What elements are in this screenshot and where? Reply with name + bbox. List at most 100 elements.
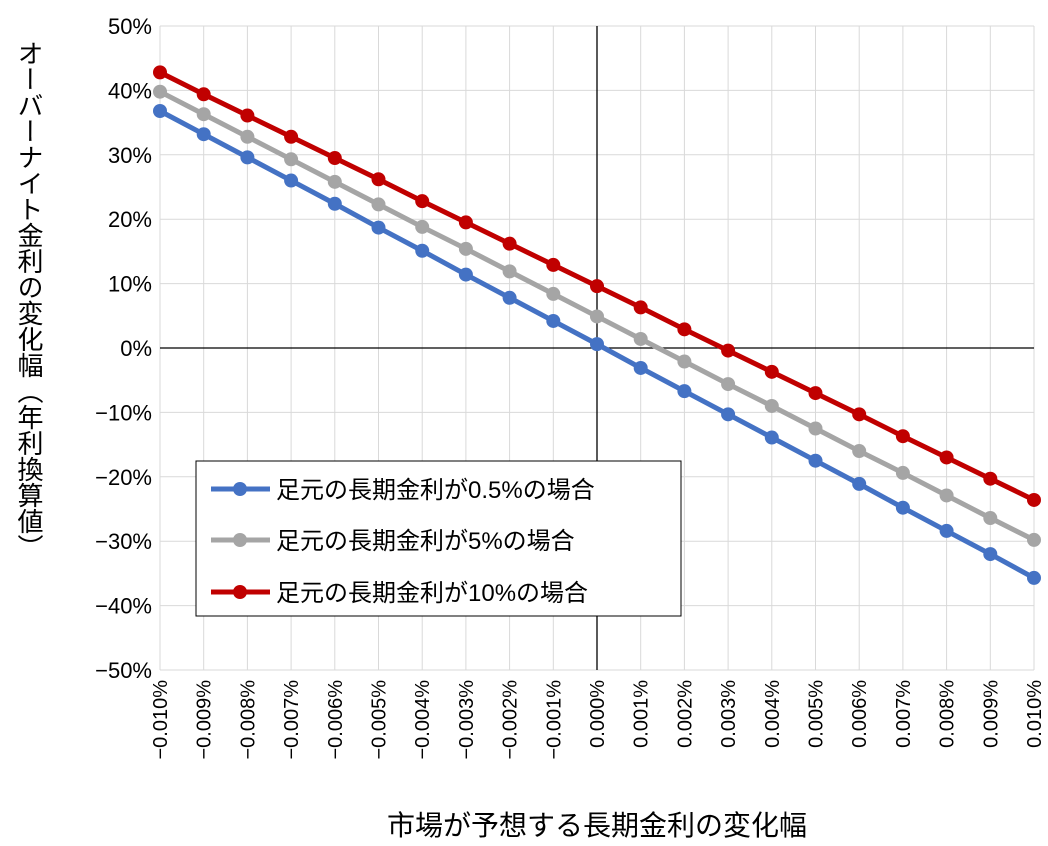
series-0: [153, 104, 1041, 585]
data-point: [153, 65, 167, 80]
data-point: [240, 150, 255, 165]
data-point: [983, 471, 998, 486]
y-axis-label: オーバーナイト金利の変化幅（年利換算値）: [14, 40, 44, 560]
x-tick-label: −0.004%: [412, 680, 434, 760]
x-tick-label: 0.008%: [937, 680, 959, 748]
y-tick-labels: 50% 40% 30% 20% 10% 0% −10% −20% −30% −40% −50%: [95, 14, 152, 683]
data-point: [939, 450, 954, 465]
data-point: [371, 172, 386, 187]
data-point: [546, 286, 561, 301]
legend-item-0: 足元の長期金利が0.5%の場合: [211, 477, 595, 504]
data-point: [371, 220, 386, 235]
legend-item-2: 足元の長期金利が10%の場合: [211, 580, 588, 607]
data-point: [415, 219, 430, 234]
x-tick-labels: −0.010% −0.009% −0.008% −0.007% −0.006% −0.00…: [150, 680, 1046, 760]
x-tick-label: 0.004%: [762, 680, 784, 748]
data-point: [721, 377, 736, 392]
series-lines: [153, 65, 1041, 585]
y-tick-label: −40%: [95, 594, 152, 619]
legend-swatch-marker: [233, 585, 247, 599]
data-point: [852, 407, 867, 422]
data-point: [196, 87, 211, 102]
data-point: [939, 488, 954, 503]
data-point: [633, 331, 648, 346]
x-tick-label: 0.009%: [980, 680, 1002, 748]
data-point: [764, 398, 779, 413]
y-tick-label: −30%: [95, 529, 152, 554]
data-point: [852, 444, 867, 459]
series-2: [153, 65, 1041, 507]
data-point: [895, 465, 910, 480]
y-tick-label: 50%: [108, 14, 152, 39]
data-point: [895, 500, 910, 515]
x-tick-label: 0.007%: [893, 680, 915, 748]
data-point: [808, 386, 823, 401]
legend-label: 足元の長期金利が5%の場合: [276, 528, 575, 555]
x-tick-label: 0.000%: [587, 680, 609, 748]
legend-item-1: 足元の長期金利が5%の場合: [211, 528, 575, 555]
y-tick-label: 20%: [108, 207, 152, 232]
data-point: [284, 129, 299, 144]
data-point: [546, 313, 561, 328]
data-point: [546, 257, 561, 272]
data-point: [983, 511, 998, 526]
data-point: [808, 453, 823, 468]
data-point: [895, 429, 910, 444]
x-tick-label: 0.005%: [806, 680, 828, 748]
data-point: [196, 127, 211, 142]
x-tick-label: −0.008%: [237, 680, 259, 760]
data-point: [196, 107, 211, 122]
data-point: [371, 197, 386, 212]
data-point: [1027, 570, 1041, 585]
data-point: [764, 364, 779, 379]
data-point: [327, 174, 342, 189]
data-point: [284, 152, 299, 167]
data-point: [852, 476, 867, 491]
x-tick-label: −0.007%: [281, 680, 303, 760]
x-tick-label: 0.010%: [1024, 680, 1046, 748]
data-point: [458, 267, 473, 282]
y-tick-label: 0%: [120, 336, 152, 361]
data-point: [458, 241, 473, 256]
data-point: [153, 104, 167, 119]
x-tick-label: 0.001%: [631, 680, 653, 748]
x-tick-label: −0.002%: [500, 680, 522, 760]
data-point: [1027, 492, 1041, 507]
x-tick-label: −0.003%: [456, 680, 478, 760]
data-point: [677, 322, 692, 337]
legend-label: 足元の長期金利が0.5%の場合: [276, 477, 595, 504]
data-point: [633, 300, 648, 315]
data-point: [764, 430, 779, 445]
data-point: [808, 421, 823, 436]
x-axis-label: 市場が予想する長期金利の変化幅: [387, 810, 807, 841]
data-point: [1027, 532, 1041, 547]
data-point: [502, 290, 517, 305]
y-tick-label: −20%: [95, 465, 152, 490]
series-1: [153, 84, 1041, 547]
x-tick-label: −0.005%: [369, 680, 391, 760]
x-tick-label: −0.006%: [325, 680, 347, 760]
x-tick-label: 0.002%: [674, 680, 696, 748]
data-point: [240, 108, 255, 123]
x-tick-label: 0.006%: [849, 680, 871, 748]
x-tick-label: −0.001%: [543, 680, 565, 760]
data-point: [590, 337, 604, 352]
legend-box: [195, 460, 682, 617]
x-tick-label: −0.010%: [150, 680, 172, 760]
y-tick-label: 30%: [108, 143, 152, 168]
data-point: [327, 196, 342, 211]
data-point: [153, 84, 167, 99]
data-point: [458, 215, 473, 230]
y-tick-label: −10%: [95, 400, 152, 425]
data-point: [721, 343, 736, 358]
data-point: [677, 384, 692, 399]
legend-swatch-marker: [233, 533, 247, 547]
data-point: [983, 547, 998, 562]
data-point: [415, 243, 430, 258]
data-point: [590, 309, 604, 324]
data-point: [502, 264, 517, 279]
data-point: [502, 236, 517, 251]
data-point: [284, 173, 299, 188]
legend: 足元の長期金利が0.5%の場合 足元の長期金利が5%の場合 足元の長期金利が10…: [195, 460, 682, 617]
